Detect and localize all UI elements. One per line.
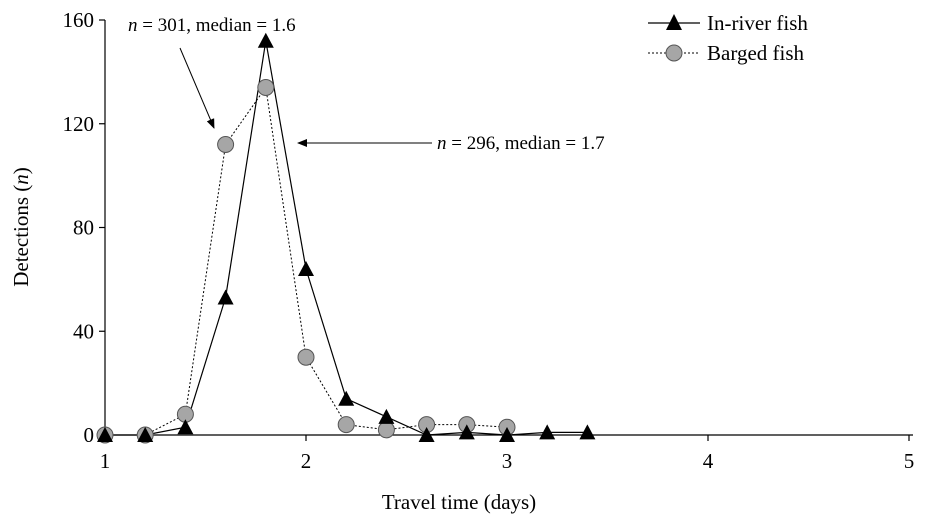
- in-river-fish-point: [418, 427, 435, 442]
- in-river-fish-point: [539, 424, 556, 440]
- series-line-in-river-fish: [105, 40, 588, 436]
- legend-circle-marker: [665, 44, 683, 62]
- in-river-fish-point: [257, 32, 274, 48]
- y-axis-title: Detections (n): [9, 167, 33, 287]
- y-tick-label: 160: [63, 8, 95, 32]
- in-river-fish-point: [499, 427, 515, 442]
- y-ticks: 0 40 80 120 160: [63, 8, 105, 447]
- barged-fish-point: [337, 416, 355, 434]
- in-river-fish-point: [177, 419, 194, 435]
- in-river-fish-point: [579, 424, 596, 440]
- legend-label-barged-fish: Barged fish: [707, 41, 805, 65]
- annotation-barged: n = 301, median = 1.6: [128, 15, 296, 129]
- in-river-fish-point: [137, 427, 154, 442]
- in-river-fish-point: [97, 427, 113, 442]
- barged-fish-point: [377, 421, 395, 439]
- y-tick-label: 120: [63, 112, 95, 136]
- in-river-fish-point: [338, 390, 355, 406]
- legend-triangle-marker: [666, 14, 682, 30]
- in-river-fish-point: [458, 424, 475, 440]
- in-river-fish-markers: [97, 32, 596, 442]
- barged-fish-point: [217, 136, 235, 153]
- y-tick-label: 0: [84, 423, 95, 447]
- legend: In-river fish Barged fish: [648, 11, 808, 65]
- in-river-fish-point: [217, 289, 234, 305]
- barged-fish-point: [297, 348, 315, 366]
- annotation-barged-arrow: [179, 47, 215, 129]
- x-tick-label: 1: [100, 449, 111, 473]
- x-axis-title: Travel time (days): [382, 490, 536, 514]
- annotation-barged-text: n = 301, median = 1.6: [128, 15, 296, 36]
- in-river-fish-point: [298, 261, 314, 276]
- x-tick-label: 3: [502, 449, 513, 473]
- annotation-inriver-text: n = 296, median = 1.7: [437, 133, 605, 154]
- legend-label-in-river-fish: In-river fish: [707, 11, 808, 35]
- y-tick-label: 40: [73, 319, 94, 343]
- axes: 1 2 3 4 5 0 40 80 120 160: [63, 8, 915, 473]
- in-river-fish-point: [378, 408, 395, 424]
- x-tick-label: 4: [703, 449, 714, 473]
- barged-fish-point: [257, 78, 275, 96]
- x-tick-label: 2: [301, 449, 312, 473]
- x-tick-label: 5: [904, 449, 915, 473]
- annotation-inriver: n = 296, median = 1.7: [297, 133, 605, 154]
- legend-item-barged-fish: Barged fish: [648, 41, 805, 65]
- legend-item-in-river-fish: In-river fish: [648, 11, 808, 35]
- y-tick-label: 80: [73, 216, 94, 240]
